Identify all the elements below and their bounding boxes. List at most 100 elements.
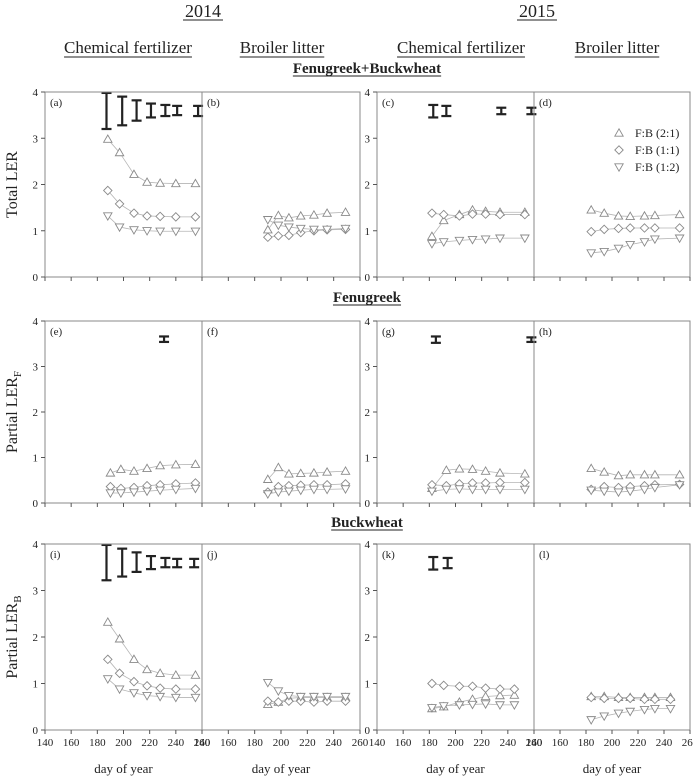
data-point — [674, 234, 685, 244]
data-point — [454, 211, 465, 221]
legend-label: F:B (1:1) — [635, 143, 679, 157]
y-tick-label: 4 — [365, 539, 371, 551]
data-point — [586, 204, 597, 214]
x-tick-label: 260 — [352, 737, 369, 749]
data-point — [599, 466, 610, 476]
x-tick-label: 160 — [220, 737, 237, 749]
data-point — [509, 684, 520, 694]
data-point — [155, 227, 166, 237]
data-point — [674, 223, 685, 233]
x-tick-label: 260 — [526, 737, 543, 749]
data-point — [438, 702, 449, 711]
y-tick-label: 3 — [33, 586, 39, 598]
data-point — [426, 240, 437, 249]
y-tick-label: 4 — [365, 87, 371, 99]
x-tick-label: 200 — [604, 737, 621, 749]
data-point — [340, 207, 351, 216]
data-point — [273, 687, 284, 697]
series-line — [107, 138, 196, 184]
y-tick-label: 0 — [33, 498, 39, 510]
data-point — [625, 241, 636, 250]
legend-label: F:B (2:1) — [635, 126, 679, 140]
data-point — [665, 705, 676, 714]
data-point — [155, 460, 166, 470]
data-point — [170, 178, 181, 188]
data-point — [273, 697, 284, 707]
data-point — [322, 692, 333, 702]
data-point — [467, 209, 478, 219]
data-point — [599, 247, 610, 257]
data-point — [427, 678, 437, 689]
data-point — [142, 177, 153, 186]
data-point — [495, 684, 505, 694]
year-title: 2015 — [519, 1, 555, 21]
data-point — [438, 680, 449, 691]
panel-letter: (f) — [207, 326, 218, 338]
data-point — [639, 210, 650, 220]
data-point — [674, 209, 685, 219]
data-point — [467, 681, 478, 692]
legend-marker — [614, 127, 624, 137]
panel-letter: (i) — [50, 549, 61, 561]
data-point — [599, 693, 610, 704]
data-point — [599, 487, 610, 497]
data-point — [613, 223, 624, 234]
data-point — [586, 226, 597, 237]
data-point — [105, 489, 116, 499]
data-point — [340, 692, 351, 702]
data-point — [142, 227, 153, 236]
data-point — [308, 225, 319, 235]
data-point — [480, 466, 491, 475]
data-point — [639, 705, 650, 715]
panel-b: (b) — [207, 97, 351, 243]
y-tick-label: 0 — [365, 272, 371, 284]
data-point — [649, 469, 660, 479]
panel-letter: (e) — [50, 326, 63, 338]
data-point — [155, 178, 166, 187]
y-axis-label-text: Partial LER — [4, 602, 21, 678]
data-point — [519, 468, 530, 478]
x-tick-label: 140 — [526, 737, 543, 749]
panel-letter: (a) — [50, 97, 63, 109]
data-point — [190, 459, 201, 468]
data-point — [586, 716, 597, 725]
panel-letter: (b) — [207, 97, 220, 109]
data-point — [262, 490, 273, 500]
panel-f: (f) — [207, 326, 351, 500]
y-tick-label: 0 — [365, 725, 371, 737]
x-tick-label: 240 — [656, 737, 673, 749]
data-point — [128, 654, 139, 663]
data-point — [650, 223, 660, 233]
data-point — [438, 209, 449, 220]
year-title: 2014 — [185, 1, 221, 21]
data-point — [599, 208, 610, 217]
data-point — [273, 231, 284, 241]
data-point — [308, 209, 319, 219]
y-tick-label: 0 — [33, 272, 39, 284]
x-tick-label: 160 — [63, 737, 80, 749]
y-tick-label: 2 — [33, 180, 39, 192]
data-point — [467, 700, 478, 710]
data-point — [262, 696, 273, 707]
y-tick-label: 2 — [33, 407, 39, 419]
data-point — [170, 670, 181, 679]
data-point — [495, 477, 505, 488]
data-point — [495, 467, 505, 477]
x-tick-label: 220 — [141, 737, 158, 749]
data-point — [142, 691, 153, 701]
data-point — [128, 226, 139, 235]
data-point — [509, 690, 520, 699]
column-title: Broiler litter — [240, 38, 325, 57]
data-point — [613, 693, 624, 704]
data-point — [674, 469, 685, 479]
data-point — [262, 232, 273, 243]
data-point — [454, 236, 465, 246]
y-tick-label: 2 — [365, 180, 371, 192]
panel-g: (g) — [382, 326, 537, 497]
data-point — [322, 466, 333, 476]
data-point — [105, 467, 116, 477]
panel-l: (l) — [539, 549, 676, 725]
x-axis-label: day of year — [252, 761, 311, 776]
x-tick-label: 200 — [115, 737, 132, 749]
data-point — [322, 225, 333, 235]
